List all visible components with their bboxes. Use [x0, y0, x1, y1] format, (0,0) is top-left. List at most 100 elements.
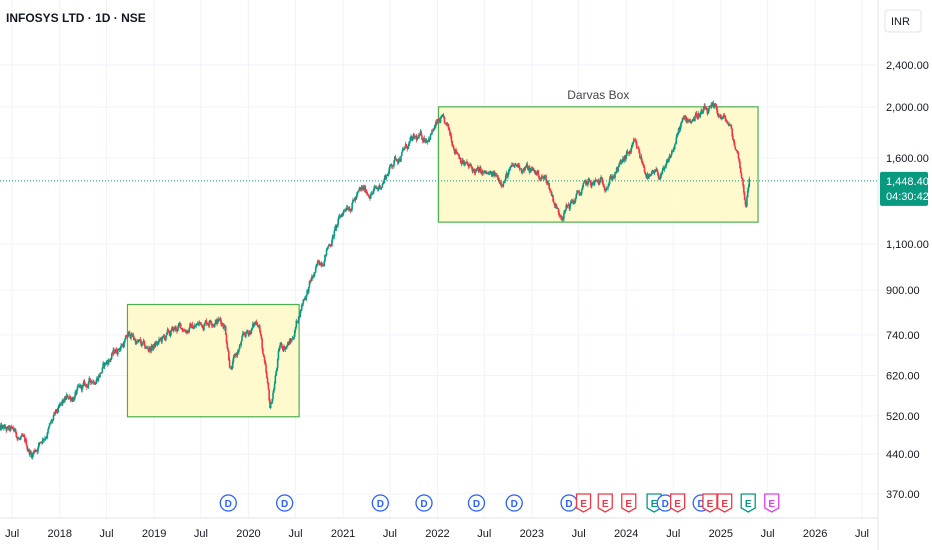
earnings-marker[interactable]: E: [717, 493, 733, 513]
candle-body: [713, 104, 716, 107]
darvas-boxes: Darvas Box: [126, 88, 759, 418]
candle-body: [575, 194, 578, 199]
candle-body: [49, 422, 52, 424]
earnings-marker[interactable]: E: [621, 493, 637, 513]
dividend-marker[interactable]: D: [276, 494, 294, 512]
dividend-marker[interactable]: D: [467, 494, 486, 512]
price-axis-ticks[interactable]: 370.00 440.00 520.00 620.00 740.00 900.00 1,10…: [886, 60, 929, 501]
candle-body: [567, 204, 570, 206]
candle-body: [679, 126, 682, 131]
candle-body: [335, 224, 338, 229]
candle-body: [642, 164, 645, 168]
candle-body: [617, 166, 619, 171]
candle-body: [513, 165, 516, 167]
candle-body: [373, 186, 376, 189]
candle-body: [143, 340, 146, 346]
candle-body: [483, 170, 486, 173]
candle-body: [720, 117, 723, 119]
dividend-marker[interactable]: D: [505, 494, 523, 512]
candle-body: [692, 119, 695, 120]
candle-body: [107, 360, 110, 365]
candle-body: [345, 209, 347, 211]
earnings-marker-shape: [740, 493, 756, 513]
candle-body: [261, 338, 263, 349]
candle-body: [163, 335, 166, 340]
candle-body: [549, 188, 551, 191]
candle-body: [458, 154, 460, 159]
earnings-marker[interactable]: E: [740, 493, 756, 513]
time-axis-ticks[interactable]: Jul 2018 Jul 2019 Jul 2020 Jul 2021 Jul 2022 Jul 20…: [5, 528, 869, 540]
candle-body: [115, 349, 118, 352]
candle-body: [550, 191, 553, 196]
candle-body: [637, 148, 640, 149]
candle-body: [383, 180, 385, 184]
candle-body: [330, 245, 332, 247]
candle-body: [674, 143, 677, 145]
candle-body: [151, 348, 154, 349]
candle-body: [351, 202, 353, 210]
candle-body: [29, 452, 32, 455]
dividend-marker[interactable]: D: [219, 494, 237, 512]
candle-body: [601, 177, 603, 181]
earnings-marker[interactable]: E: [669, 493, 686, 513]
candle-body: [452, 146, 455, 150]
dividend-marker[interactable]: D: [371, 494, 389, 512]
candle-body: [451, 141, 453, 147]
candle-body: [366, 192, 368, 194]
candle-body: [250, 329, 253, 334]
candle-body: [434, 125, 436, 128]
currency-button[interactable]: INR: [884, 9, 922, 33]
candle-body: [543, 176, 546, 179]
candle-body: [557, 208, 560, 213]
candle-body: [135, 341, 138, 345]
candle-body: [689, 120, 692, 123]
event-marker-label: E: [580, 499, 587, 510]
dividend-marker[interactable]: D: [560, 494, 578, 512]
candle-body: [598, 182, 601, 185]
candle-body: [393, 160, 395, 166]
candle-body: [725, 121, 728, 123]
candle-body: [81, 386, 84, 390]
candle-body: [48, 426, 50, 430]
earnings-marker[interactable]: E: [764, 493, 780, 513]
candle-body: [528, 167, 531, 173]
earnings-marker-shape: [669, 493, 686, 513]
candle-body: [154, 343, 156, 347]
candle-body: [404, 147, 406, 150]
candle-body: [243, 332, 246, 334]
candle-body: [675, 137, 678, 144]
candle-body: [33, 450, 35, 454]
candle-body: [578, 192, 581, 196]
candle-body: [111, 353, 114, 355]
candle-body: [418, 135, 420, 139]
candle-body: [161, 337, 163, 342]
event-marker-label: D: [511, 499, 518, 510]
candle-body: [466, 163, 469, 166]
candle-body: [724, 115, 727, 120]
candle-body: [65, 397, 67, 400]
candle-body: [595, 179, 598, 181]
candle-body: [558, 212, 561, 216]
candle-body: [521, 170, 524, 174]
candle-body: [630, 147, 633, 152]
candle-body: [408, 140, 411, 144]
candle-body: [642, 163, 644, 165]
candle-body: [272, 389, 275, 393]
dividend-marker[interactable]: D: [415, 494, 433, 512]
earnings-marker[interactable]: E: [646, 493, 662, 513]
candle-body: [324, 254, 326, 262]
candle-body: [735, 149, 737, 151]
candle-body: [237, 351, 239, 353]
earnings-marker[interactable]: E: [702, 493, 718, 513]
candle-body: [137, 341, 139, 343]
earnings-marker[interactable]: E: [575, 493, 592, 513]
candle-body: [320, 262, 322, 265]
candle-body: [459, 158, 462, 163]
candle-body: [55, 409, 57, 414]
candle-body: [664, 165, 667, 168]
candle-body: [128, 331, 131, 336]
candle-body: [555, 203, 557, 209]
earnings-marker[interactable]: E: [597, 493, 613, 513]
candle-body: [672, 149, 675, 152]
